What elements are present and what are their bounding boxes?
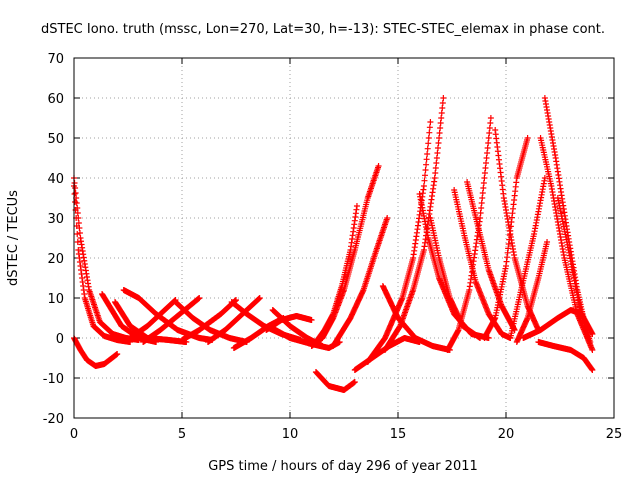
y-tick-label: 50 bbox=[47, 132, 64, 147]
data-point bbox=[487, 115, 494, 121]
data-point bbox=[256, 295, 263, 301]
data-series bbox=[513, 239, 551, 345]
data-point bbox=[541, 175, 548, 181]
x-tick-label: 20 bbox=[498, 427, 515, 442]
data-point bbox=[114, 351, 121, 357]
y-tick-label: -10 bbox=[43, 372, 64, 387]
data-series bbox=[312, 369, 358, 393]
y-tick-label: 70 bbox=[47, 52, 64, 67]
data-point bbox=[421, 177, 428, 184]
data-point bbox=[308, 317, 315, 323]
x-axis-title: GPS time / hours of day 296 of year 2011 bbox=[208, 459, 478, 474]
data-points bbox=[71, 95, 596, 393]
data-point bbox=[524, 135, 531, 141]
data-point bbox=[589, 347, 596, 353]
data-point bbox=[427, 119, 434, 125]
data-point bbox=[423, 156, 430, 163]
data-series bbox=[204, 295, 263, 345]
data-series bbox=[127, 297, 179, 341]
data-point bbox=[74, 239, 81, 245]
y-tick-label: 10 bbox=[47, 292, 64, 307]
y-tick-label: 0 bbox=[56, 332, 64, 347]
x-tick-label: 15 bbox=[390, 427, 407, 442]
data-point bbox=[426, 124, 433, 131]
data-point bbox=[73, 223, 80, 229]
data-point bbox=[71, 191, 78, 197]
data-series bbox=[382, 95, 447, 353]
grid bbox=[74, 58, 614, 418]
data-point bbox=[375, 163, 382, 169]
data-point bbox=[587, 339, 594, 345]
data-point bbox=[424, 145, 431, 152]
data-series bbox=[481, 135, 531, 341]
data-point bbox=[425, 140, 432, 147]
data-series bbox=[71, 335, 121, 369]
data-point bbox=[72, 199, 79, 205]
data-series bbox=[535, 339, 596, 373]
data-series bbox=[330, 215, 391, 349]
data-series bbox=[179, 297, 239, 343]
y-ticks: -20 -10 0 10 20 30 40 50 60 70 bbox=[43, 52, 614, 427]
y-tick-label: 60 bbox=[47, 92, 64, 107]
data-point bbox=[440, 95, 447, 101]
data-point bbox=[544, 239, 551, 245]
data-point bbox=[422, 172, 428, 179]
data-series bbox=[71, 175, 142, 343]
y-tick-label: 20 bbox=[47, 252, 64, 267]
x-tick-label: 0 bbox=[70, 427, 78, 442]
data-series bbox=[351, 335, 423, 373]
data-series bbox=[312, 203, 360, 345]
x-tick-label: 25 bbox=[606, 427, 623, 442]
plot-frame bbox=[73, 57, 615, 419]
y-tick-label: 40 bbox=[47, 172, 64, 187]
x-tick-label: 5 bbox=[178, 427, 186, 442]
data-point bbox=[422, 167, 429, 173]
x-tick-label: 10 bbox=[282, 427, 299, 442]
data-point bbox=[423, 161, 430, 168]
data-series bbox=[364, 119, 434, 365]
data-point bbox=[589, 367, 596, 373]
data-point bbox=[353, 203, 360, 209]
y-tick-label: -20 bbox=[43, 412, 64, 427]
data-point bbox=[196, 295, 203, 301]
x-ticks: 0 5 10 15 20 25 bbox=[70, 58, 622, 442]
data-point bbox=[424, 151, 431, 157]
y-axis-title: dSTEC / TECUs bbox=[6, 190, 21, 286]
data-point bbox=[351, 379, 358, 385]
data-point bbox=[74, 231, 81, 237]
data-point bbox=[426, 129, 433, 136]
data-point bbox=[425, 135, 432, 141]
data-series bbox=[308, 163, 382, 349]
data-point bbox=[384, 215, 391, 221]
y-tick-label: 30 bbox=[47, 212, 64, 227]
data-point bbox=[589, 331, 596, 337]
data-series bbox=[140, 295, 203, 345]
data-point bbox=[420, 183, 427, 189]
data-series bbox=[444, 115, 494, 353]
data-series bbox=[427, 215, 484, 341]
data-series bbox=[507, 175, 548, 341]
chart-title: dSTEC Iono. truth (mssc, Lon=270, Lat=30… bbox=[41, 22, 605, 37]
data-series bbox=[520, 307, 596, 341]
